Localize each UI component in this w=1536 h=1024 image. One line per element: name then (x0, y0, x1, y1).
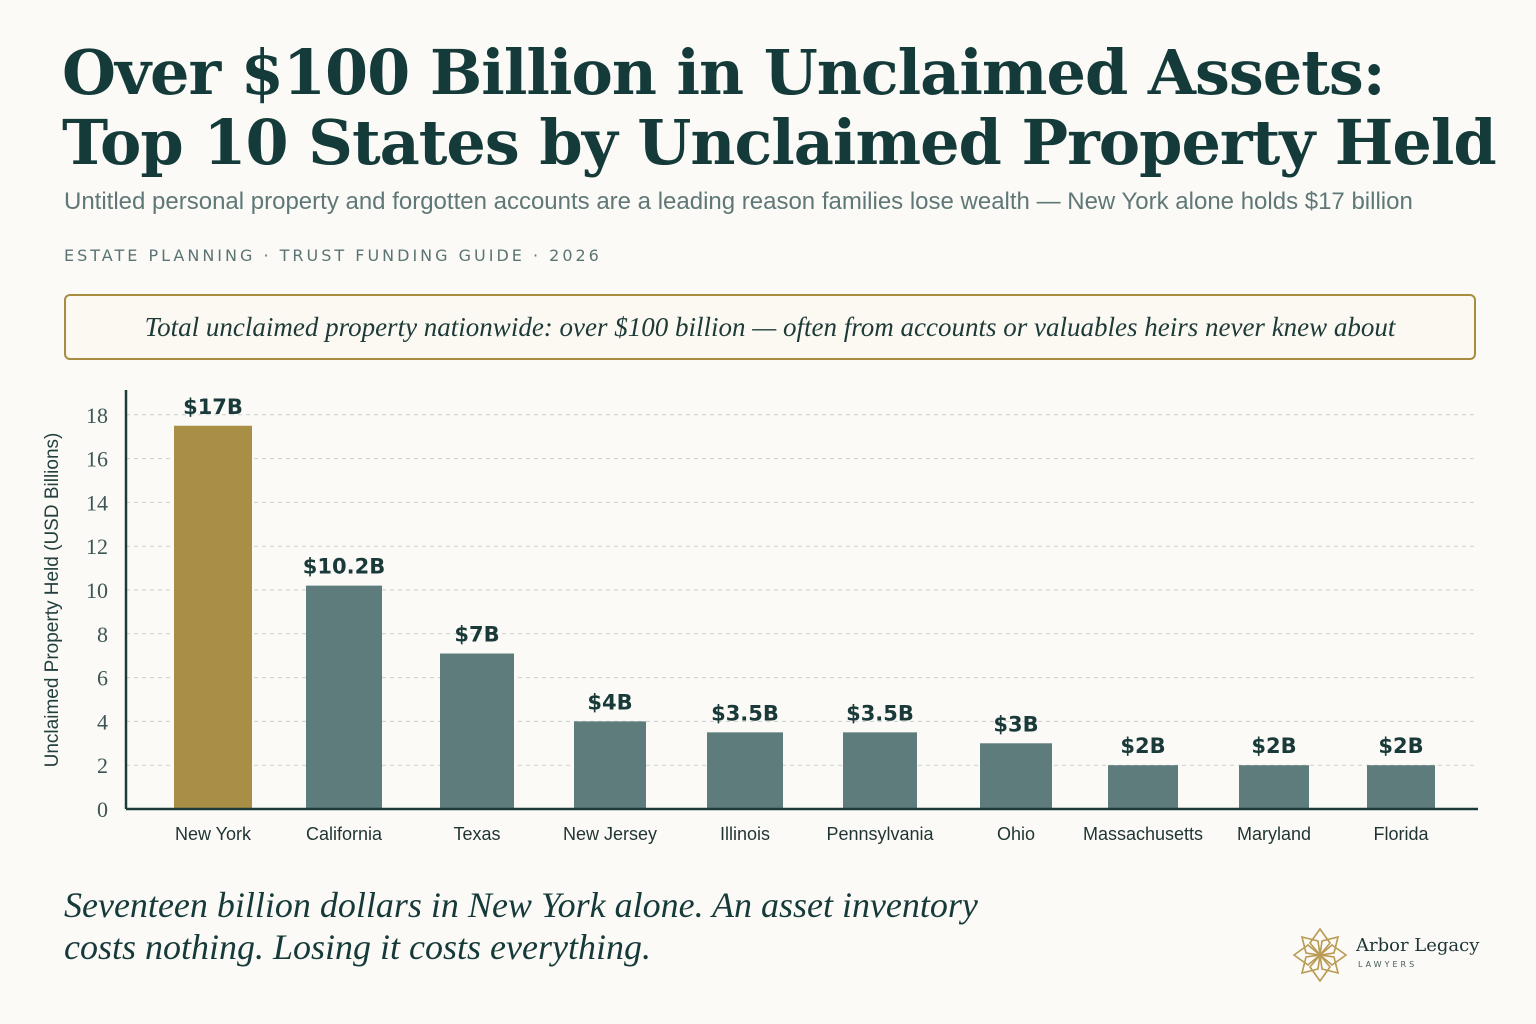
y-tick-label: 12 (86, 534, 108, 559)
title-line-2: Top 10 States by Unclaimed Property Held (62, 106, 1497, 179)
bar (1239, 765, 1309, 809)
x-tick-label: Maryland (1237, 824, 1311, 844)
x-tick-label: Massachusetts (1083, 824, 1203, 844)
bar (1108, 765, 1178, 809)
kicker-text: ESTATE PLANNING · TRUST FUNDING GUIDE · … (64, 246, 602, 265)
y-axis-title: Unclaimed Property Held (USD Billions) (42, 433, 63, 768)
brand-logo: Arbor Legacy LAWYERS (1290, 925, 1490, 985)
bar-value-label: $2B (1251, 734, 1296, 758)
bar-value-label: $4B (587, 690, 632, 714)
title-line-1: Over $100 Billion in Unclaimed Assets: (62, 36, 1386, 109)
bar-value-label: $10.2B (303, 555, 385, 579)
y-tick-label: 8 (97, 622, 108, 647)
y-tick-label: 6 (97, 666, 108, 691)
bar-value-label: $3B (993, 712, 1038, 736)
y-tick-label: 10 (86, 578, 108, 603)
bar-value-label: $2B (1378, 734, 1423, 758)
bar-value-label: $3.5B (846, 701, 914, 725)
y-tick-label: 16 (86, 447, 108, 472)
x-tick-label: California (306, 824, 383, 844)
tagline-line-2: costs nothing. Losing it costs everythin… (64, 927, 651, 967)
bar-value-label: $3.5B (711, 701, 779, 725)
x-tick-label: Ohio (997, 824, 1035, 844)
bar (174, 425, 252, 809)
callout-box: Total unclaimed property nationwide: ove… (64, 294, 1476, 360)
bar-value-label: $7B (454, 623, 499, 647)
bar (980, 743, 1052, 809)
bar (1367, 765, 1435, 809)
bar-value-label: $17B (183, 395, 243, 419)
x-tick-label: New Jersey (563, 824, 657, 844)
x-tick-label: Texas (453, 824, 500, 844)
tagline-line-1: Seventeen billion dollars in New York al… (64, 885, 978, 925)
x-tick-label: Illinois (720, 824, 770, 844)
page-title: Over $100 Billion in Unclaimed Assets: T… (62, 36, 1497, 179)
x-tick-label: New York (175, 824, 252, 844)
bar (707, 732, 783, 809)
y-tick-label: 0 (97, 797, 108, 822)
y-tick-label: 14 (86, 490, 108, 515)
x-tick-label: Florida (1373, 824, 1429, 844)
y-tick-label: 18 (86, 403, 108, 428)
bar (574, 721, 646, 809)
brand-subtitle: LAWYERS (1358, 960, 1418, 969)
tagline: Seventeen billion dollars in New York al… (64, 884, 978, 968)
bar (843, 732, 917, 809)
bar (306, 585, 382, 809)
bar (440, 653, 514, 809)
bar-chart: 0 2 4 6 8 10 12 14 16 18 Unclaimed Property Held (… (42, 390, 1478, 844)
bar-value-label: $2B (1120, 734, 1165, 758)
x-tick-label: Pennsylvania (826, 824, 934, 844)
page-subtitle: Untitled personal property and forgotten… (64, 188, 1413, 215)
callout-text: Total unclaimed property nationwide: ove… (144, 311, 1396, 342)
brand-name: Arbor Legacy (1356, 935, 1480, 956)
y-tick-label: 2 (97, 753, 108, 778)
y-tick-label: 4 (97, 709, 108, 734)
flower-lattice-icon (1292, 927, 1348, 983)
